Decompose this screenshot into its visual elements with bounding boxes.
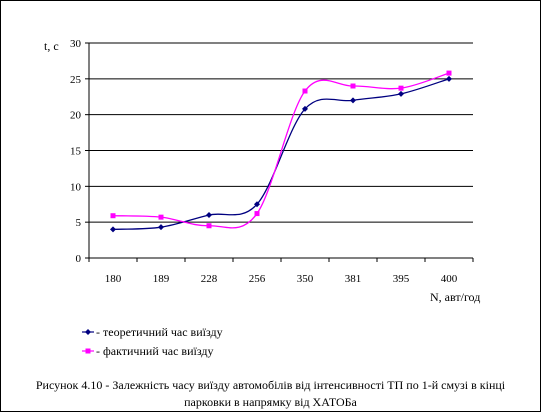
x-tick-label: 381: [345, 273, 362, 285]
legend-item-theoretical: - теоретичний час виїзду: [82, 325, 223, 339]
series-line-2: [112, 72, 450, 229]
data-point-series-1: [350, 97, 356, 104]
data-point-series-1: [254, 201, 260, 208]
data-point-series-2: [302, 88, 308, 94]
data-point-series-2: [110, 213, 116, 219]
legend-item-actual: - фактичний час виїзду: [82, 344, 213, 358]
x-tick-label: 180: [105, 273, 122, 285]
figure-caption-line1: Рисунок 4.10 - Залежність часу виїзду ав…: [35, 378, 506, 392]
legend-label-actual: - фактичний час виїзду: [96, 344, 213, 358]
legend: - теоретичний час виїзду - фактичний час…: [82, 325, 223, 358]
x-tick-label: 350: [297, 273, 314, 285]
legend-label-theoretical: - теоретичний час виїзду: [96, 325, 223, 339]
data-point-series-1: [446, 75, 452, 82]
data-point-series-2: [254, 211, 260, 217]
data-point-series-2: [158, 214, 164, 220]
series-line-1: [112, 78, 450, 230]
y-tick-labels: 0 5 10 15 20 25 30: [70, 38, 82, 265]
data-point-series-1: [110, 226, 116, 233]
y-tick-label: 30: [70, 38, 82, 50]
legend-marker-theoretical: [85, 329, 91, 335]
data-point-series-2: [206, 223, 212, 229]
series-group: [110, 70, 452, 233]
x-tick-label: 256: [249, 273, 266, 285]
y-tick-label: 5: [76, 217, 82, 229]
figure-caption-line2: парковки в напрямку від ХАТОБа: [184, 395, 357, 409]
x-tick-label: 400: [441, 273, 458, 285]
axes: [85, 42, 474, 262]
data-point-series-1: [206, 212, 212, 218]
x-tick-label: 189: [153, 273, 170, 285]
y-tick-label: 15: [70, 146, 82, 158]
y-axis-label: t, c: [44, 39, 59, 53]
y-tick-label: 10: [70, 181, 82, 193]
x-tick-labels: 180 189 228 256 350 381 395 400: [105, 273, 458, 285]
x-axis-label: N, авт/год: [430, 290, 480, 304]
x-tick-label: 228: [201, 273, 218, 285]
data-point-series-2: [446, 70, 452, 76]
data-point-series-1: [302, 105, 308, 112]
data-point-series-1: [398, 90, 404, 97]
data-point-series-2: [350, 83, 356, 89]
data-point-series-2: [398, 85, 404, 91]
y-tick-label: 20: [70, 110, 82, 122]
y-tick-label: 0: [76, 253, 82, 265]
gridlines: [89, 42, 473, 223]
y-tick-label: 25: [70, 74, 82, 86]
x-tick-label: 395: [393, 273, 410, 285]
data-point-series-1: [158, 224, 164, 231]
legend-marker-actual: [85, 348, 91, 354]
